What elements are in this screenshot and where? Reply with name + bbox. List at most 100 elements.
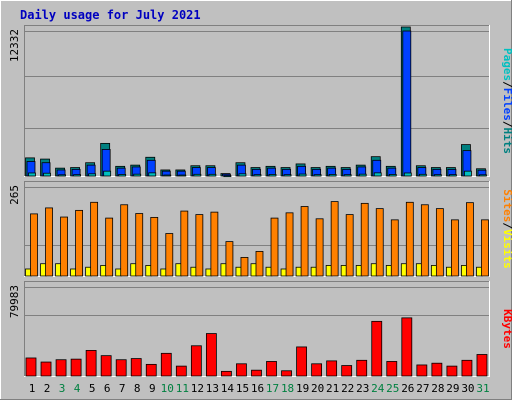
kbytes-bar — [251, 369, 262, 377]
kbytes-bar — [326, 360, 338, 377]
hits-panel-legend-part: Files — [501, 88, 512, 121]
sites-bar — [390, 219, 399, 277]
kbytes-bar — [25, 357, 37, 377]
pages-bar — [328, 174, 337, 177]
pages-bar — [313, 174, 322, 177]
sites-bar — [150, 216, 159, 277]
sites-bar — [225, 241, 234, 277]
kbytes-bar — [221, 370, 232, 377]
sites-bar — [420, 204, 429, 277]
pages-bar — [253, 174, 262, 177]
pages-bar — [358, 173, 367, 177]
kbytes-bar — [296, 346, 307, 377]
day-label: 8 — [134, 382, 141, 395]
hits-panel-legend-part: / — [501, 121, 512, 128]
sites-bar — [255, 251, 264, 277]
kbytes-bar — [115, 359, 127, 377]
pages-bar — [479, 174, 487, 177]
sites-bar — [195, 214, 204, 277]
sites-panel-legend-part: Visits — [501, 229, 512, 269]
day-label: 5 — [89, 382, 96, 395]
pages-bar — [388, 174, 397, 177]
day-label: 30 — [461, 382, 474, 395]
kbytes-bar — [100, 355, 112, 377]
day-label: 2 — [44, 382, 51, 395]
kbytes-bar — [281, 370, 292, 377]
kbytes-bar — [446, 365, 458, 377]
pages-bar — [343, 174, 352, 177]
kbytes-bar — [431, 362, 443, 377]
sites-bar — [315, 218, 324, 277]
pages-bar — [88, 173, 97, 177]
kbytes-bar — [311, 363, 323, 377]
sites-bar — [135, 213, 144, 277]
hits-panel-plot-area — [24, 25, 490, 177]
chart-panels: 12332 Pages/Files/Hits 265 Sites/Visits 7998… — [8, 25, 512, 377]
sites-bar — [300, 206, 309, 277]
pages-bar — [449, 174, 457, 177]
kbytes-bar — [461, 359, 473, 377]
sites-bar — [285, 212, 294, 277]
sites-bar — [105, 217, 114, 277]
day-label: 7 — [119, 382, 126, 395]
sites-panel-max-label: 265 — [8, 185, 21, 205]
day-label: 1 — [29, 382, 36, 395]
pages-bar — [178, 174, 187, 177]
pages-bar — [163, 174, 172, 177]
hits-panel-legend-part: / — [501, 81, 512, 88]
pages-bar — [73, 174, 81, 177]
day-label: 18 — [281, 382, 294, 395]
hits-panel-legend-part: Pages — [501, 48, 512, 81]
kbytes-bar — [85, 350, 97, 377]
sites-bar — [60, 216, 68, 277]
day-label: 17 — [266, 382, 279, 395]
day-label: 31 — [476, 382, 489, 395]
sites-bar — [30, 213, 38, 277]
sites-panel-legend: Sites/Visits — [501, 189, 512, 269]
sites-bar — [120, 204, 129, 277]
day-label: 16 — [251, 382, 264, 395]
pages-bar — [193, 173, 202, 177]
sites-bar — [451, 219, 459, 277]
kbytes-bar — [401, 317, 413, 377]
pages-bar — [283, 174, 292, 177]
day-label: 21 — [326, 382, 339, 395]
pages-bar — [148, 172, 157, 177]
sites-bar — [345, 214, 354, 277]
x-axis-day-labels: 1 2 3 4 5 6 7 8 9 10 11 12 13 14 15 16 17 18 19 20 21 22 23 24 2… — [29, 382, 490, 395]
hits-panel-legend: Pages/Files/Hits — [501, 48, 512, 154]
day-label: 14 — [221, 382, 235, 395]
pages-bar — [103, 170, 112, 177]
kbytes-panel-max-label: 79983 — [8, 285, 21, 318]
pages-bar — [43, 172, 51, 177]
kbytes-bar — [386, 361, 398, 377]
kbytes-bar — [266, 361, 277, 377]
hits-panel-max-label: 12332 — [8, 29, 21, 62]
kbytes-bar — [236, 363, 247, 377]
pages-bar — [373, 172, 382, 177]
day-label: 29 — [446, 382, 459, 395]
kbytes-panel-legend-part: KBytes — [501, 309, 512, 349]
sites-bar — [375, 208, 384, 277]
day-label: 13 — [206, 382, 219, 395]
chart-title: Daily usage for July 2021 — [20, 8, 201, 22]
sites-bar — [481, 219, 489, 277]
sites-bar — [330, 201, 339, 277]
kbytes-bar — [356, 359, 368, 377]
pages-bar — [208, 173, 217, 177]
day-label: 10 — [161, 382, 174, 395]
pages-bar — [418, 173, 427, 177]
day-label: 12 — [191, 382, 204, 395]
day-label: 23 — [356, 382, 369, 395]
day-label: 28 — [431, 382, 444, 395]
day-label: 24 — [371, 382, 385, 395]
sites-bar — [180, 210, 189, 277]
sites-bar — [210, 211, 219, 277]
kbytes-bar — [205, 333, 217, 377]
kbytes-bar — [55, 359, 67, 377]
pages-bar — [403, 172, 412, 177]
sites-bar — [466, 202, 474, 277]
day-label: 20 — [311, 382, 324, 395]
